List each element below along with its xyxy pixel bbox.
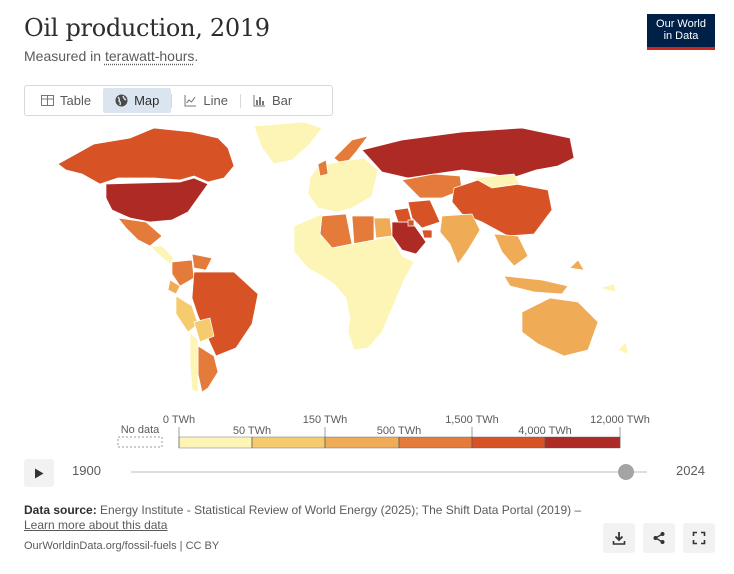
legend-swatch <box>544 436 621 449</box>
region-island[interactable] <box>598 283 617 293</box>
legend-label: 500 TWh <box>377 425 421 437</box>
region-ecuador[interactable] <box>167 279 181 295</box>
region-indonesia[interactable] <box>503 275 569 295</box>
chart-subtitle: Measured in terawatt-hours. <box>24 48 199 64</box>
legend-label: 50 TWh <box>233 425 271 437</box>
region-iran[interactable] <box>407 199 441 229</box>
legend-label: 150 TWh <box>303 414 347 426</box>
download-button[interactable] <box>603 523 635 553</box>
tab-line[interactable]: Line <box>172 88 240 113</box>
region-uae[interactable] <box>421 229 433 239</box>
legend-label: 0 TWh <box>163 414 195 426</box>
globe-icon <box>115 94 128 107</box>
world-map <box>57 121 629 393</box>
play-icon <box>35 468 44 478</box>
legend-label: 1,500 TWh <box>445 414 499 426</box>
region-mongolia[interactable] <box>472 173 521 189</box>
region-brazil[interactable] <box>191 271 259 357</box>
region-central-america[interactable] <box>149 245 175 265</box>
play-button[interactable] <box>24 459 54 487</box>
region-colombia[interactable] <box>171 259 195 287</box>
chart-title: Oil production, 2019 <box>24 14 270 42</box>
timeline-end-year: 2024 <box>676 463 705 478</box>
legend-swatch <box>471 436 546 449</box>
learn-more-link[interactable]: Learn more about this data <box>24 518 168 532</box>
legend-nodata-label: No data <box>121 424 160 436</box>
fullscreen-icon <box>692 531 706 545</box>
region-southeast-asia[interactable] <box>493 233 529 267</box>
region-island[interactable] <box>569 259 585 271</box>
chart-type-tabs: Table Map Line Bar <box>24 85 333 116</box>
legend-label: 12,000 TWh <box>590 414 650 426</box>
region-africa[interactable] <box>293 213 415 351</box>
share-button[interactable] <box>643 523 675 553</box>
fullscreen-button[interactable] <box>683 523 715 553</box>
table-icon <box>41 95 54 106</box>
owid-logo[interactable]: Our World in Data <box>647 14 715 50</box>
share-icon <box>653 532 665 544</box>
tab-bar[interactable]: Bar <box>241 88 304 113</box>
region-greenland[interactable] <box>253 121 323 165</box>
tab-divider <box>171 93 173 108</box>
legend-swatch <box>324 436 400 449</box>
region-peru[interactable] <box>175 295 199 333</box>
region-russia[interactable] <box>361 127 575 179</box>
region-canada[interactable] <box>57 127 235 185</box>
region-island[interactable] <box>617 341 629 355</box>
region-mexico[interactable] <box>117 217 163 247</box>
timeline-start-year: 1900 <box>72 463 101 478</box>
legend-nodata-swatch <box>117 436 163 448</box>
legend-swatch <box>178 436 253 449</box>
region-india[interactable] <box>439 213 481 265</box>
unit-link[interactable]: terawatt-hours <box>104 48 195 64</box>
region-united-kingdom[interactable] <box>317 159 329 177</box>
line-chart-icon <box>184 95 197 107</box>
legend-swatch <box>251 436 326 449</box>
timeline-handle[interactable] <box>618 464 635 480</box>
tab-table[interactable]: Table <box>29 88 103 113</box>
region-bolivia[interactable] <box>193 317 215 343</box>
bar-chart-icon <box>253 95 265 107</box>
region-kuwait[interactable] <box>407 219 415 227</box>
region-united-states[interactable] <box>105 177 209 223</box>
legend-swatch <box>398 436 473 449</box>
tab-map[interactable]: Map <box>103 88 172 113</box>
site-credit[interactable]: OurWorldinData.org/fossil-fuels | CC BY <box>24 540 220 552</box>
timeline-track[interactable] <box>131 471 647 473</box>
legend-label: 4,000 TWh <box>518 425 572 437</box>
region-egypt[interactable] <box>373 217 393 239</box>
tab-divider <box>239 93 241 108</box>
region-libya[interactable] <box>351 215 375 245</box>
region-australia[interactable] <box>521 297 599 357</box>
download-icon <box>612 532 626 545</box>
region-venezuela[interactable] <box>191 253 213 271</box>
data-source: Data source: Energy Institute - Statisti… <box>24 503 582 532</box>
region-chile[interactable] <box>189 331 199 393</box>
